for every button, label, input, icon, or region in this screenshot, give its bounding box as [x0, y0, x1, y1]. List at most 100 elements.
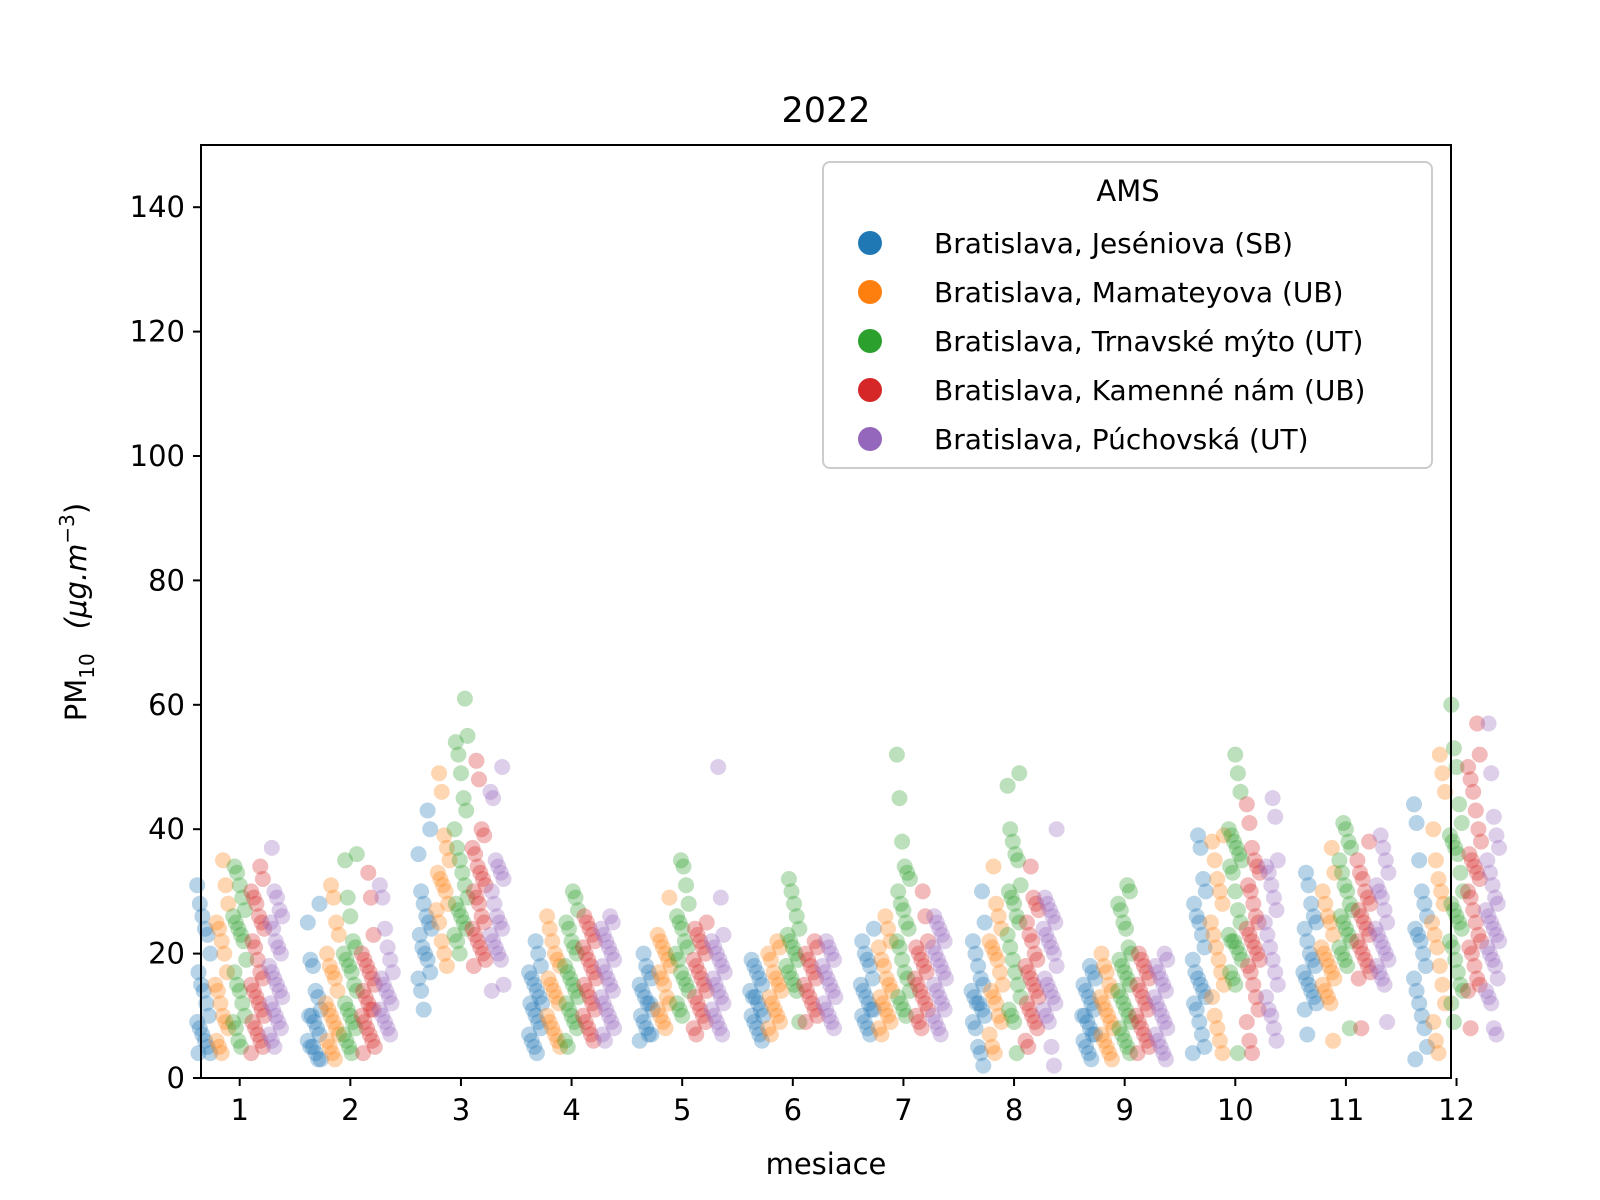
scatter-point — [968, 995, 985, 1012]
scatter-point — [1484, 951, 1501, 968]
scatter-point — [703, 1001, 720, 1018]
scatter-point — [417, 945, 433, 962]
scatter-point — [325, 1014, 342, 1030]
scatter-point — [473, 908, 490, 925]
scatter-point — [429, 864, 446, 881]
scatter-point — [931, 989, 948, 1006]
scatter-point — [365, 926, 382, 943]
scatter-point — [661, 889, 678, 906]
scatter-point — [900, 920, 917, 937]
scatter-point — [910, 945, 927, 962]
scatter-point — [447, 895, 464, 912]
scatter-point — [1229, 902, 1246, 919]
scatter-point — [1047, 914, 1064, 931]
scatter-point — [1251, 951, 1268, 968]
scatter-point — [212, 995, 229, 1012]
scatter-point — [1412, 933, 1429, 950]
scatter-point — [1010, 976, 1026, 993]
scatter-point — [932, 1026, 949, 1043]
scatter-point — [1190, 970, 1206, 987]
scatter-point — [1100, 1007, 1116, 1024]
scatter-point — [639, 995, 656, 1012]
scatter-point — [344, 933, 361, 950]
scatter-point — [976, 914, 993, 931]
scatter-point — [1361, 833, 1378, 850]
scatter-point — [1042, 982, 1059, 999]
scatter-point — [1460, 759, 1476, 775]
y-axis-title: PM10 (μg.m−3) — [55, 503, 99, 721]
scatter-point — [1353, 1020, 1370, 1037]
scatter-point — [764, 995, 781, 1012]
scatter-point — [375, 976, 392, 993]
scatter-point — [355, 982, 372, 999]
scatter-point — [1340, 926, 1357, 943]
scatter-point — [1331, 939, 1348, 956]
scatter-point — [579, 982, 595, 999]
scatter-point — [880, 920, 896, 937]
scatter-point — [362, 889, 379, 906]
scatter-point — [804, 995, 821, 1012]
scatter-point — [382, 1026, 399, 1043]
scatter-point — [1349, 933, 1366, 950]
scatter-point — [1296, 920, 1313, 937]
scatter-point — [687, 920, 703, 937]
scatter-point — [859, 1020, 876, 1037]
scatter-point — [1319, 908, 1336, 925]
scatter-point — [431, 914, 448, 931]
scatter-point — [773, 982, 790, 999]
scatter-point — [359, 958, 375, 974]
scatter-point — [337, 995, 354, 1012]
scatter-point — [1150, 1032, 1167, 1049]
scatter-point — [1319, 989, 1336, 1006]
scatter-point — [1373, 970, 1390, 987]
scatter-point — [1362, 895, 1379, 912]
scatter-point — [913, 951, 930, 968]
scatter-point — [823, 945, 840, 962]
scatter-point — [1227, 976, 1244, 993]
scatter-point — [676, 933, 693, 950]
scatter-point — [586, 933, 603, 950]
scatter-point — [1331, 852, 1348, 869]
scatter-point — [696, 976, 713, 993]
scatter-point — [1479, 852, 1496, 869]
scatter-point — [806, 933, 823, 950]
scatter-point — [321, 958, 338, 974]
legend-title: AMS — [1096, 174, 1159, 208]
scatter-point — [1043, 939, 1060, 956]
scatter-point — [854, 1007, 871, 1024]
scatter-point — [936, 1001, 953, 1018]
scatter-point — [357, 989, 374, 1006]
scatter-point — [595, 926, 612, 943]
scatter-point — [746, 958, 763, 974]
scatter-point — [1485, 1020, 1502, 1037]
scatter-point — [782, 933, 799, 950]
scatter-point — [1195, 871, 1212, 887]
scatter-point — [1120, 939, 1137, 956]
scatter-point — [1314, 976, 1331, 993]
scatter-point — [530, 1014, 547, 1030]
scatter-point — [559, 1038, 576, 1055]
scatter-point — [1444, 939, 1461, 956]
scatter-point — [1249, 945, 1266, 962]
scatter-point — [1028, 895, 1044, 912]
scatter-point — [1133, 951, 1150, 968]
scatter-point — [1484, 877, 1501, 894]
scatter-point — [1408, 815, 1425, 831]
scatter-point — [1229, 765, 1246, 782]
scatter-point — [644, 1001, 661, 1018]
scatter-point — [1301, 945, 1318, 962]
scatter-point — [1121, 1045, 1138, 1062]
scatter-point — [883, 982, 900, 999]
scatter-point — [335, 945, 352, 962]
scatter-point — [606, 1020, 623, 1037]
scatter-point — [631, 976, 648, 993]
scatter-point — [671, 1001, 688, 1018]
scatter-point — [1487, 958, 1504, 974]
scatter-point — [451, 945, 468, 962]
scatter-point — [323, 1007, 339, 1024]
scatter-point — [1024, 933, 1041, 950]
scatter-point — [1469, 715, 1486, 732]
scatter-point — [788, 908, 805, 925]
scatter-point — [270, 1014, 287, 1030]
x-tick-label: 1 — [230, 1093, 248, 1127]
